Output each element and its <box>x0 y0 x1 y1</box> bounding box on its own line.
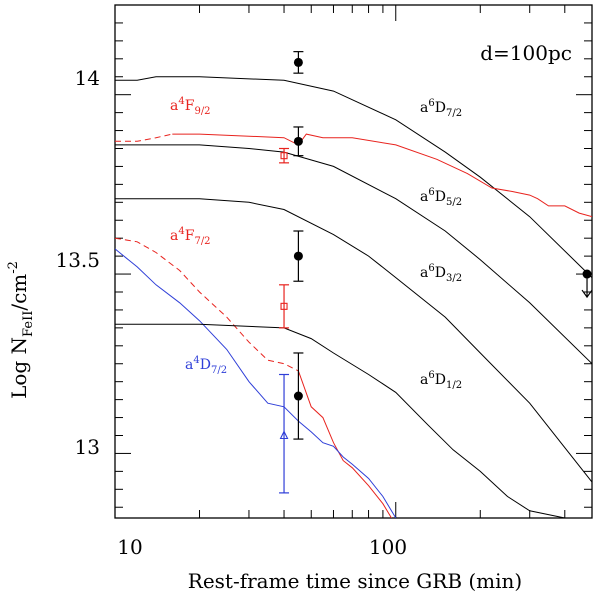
series-line-a4F7-2-solid <box>297 370 393 518</box>
observation-point-6 <box>279 373 290 494</box>
series-line-a4D7-2 <box>115 248 397 518</box>
x-tick-label-100: 100 <box>369 535 407 559</box>
series-line-a4F7-2 <box>115 237 299 372</box>
observation-point-1 <box>293 126 304 157</box>
label-a6D7-2: a6D7/2 <box>420 98 462 119</box>
marker-filled-circle <box>293 251 303 261</box>
y-axis-title-sup: -2 <box>6 261 21 274</box>
label-a4F7-2: a4F7/2 <box>170 226 211 247</box>
marker-open-triangle <box>279 430 289 440</box>
label-a6D1-2: a6D1/2 <box>420 370 462 391</box>
x-axis-title: Rest-frame time since GRB (min) <box>188 569 522 593</box>
observation-point-5 <box>279 284 290 329</box>
series-layer <box>115 76 592 518</box>
series-line-a6D3-2 <box>115 198 592 483</box>
marker-filled-circle <box>293 57 303 67</box>
marker-open-square <box>280 302 288 310</box>
distance-annotation: d=100pc <box>480 41 572 65</box>
observation-point-3 <box>293 352 304 440</box>
y-axis-title: Log NFeII/cm-2 <box>6 261 36 399</box>
observations-layer <box>279 51 593 494</box>
series-line-a6D7-2 <box>115 76 592 278</box>
y-axis-title-main: Log N <box>7 337 31 399</box>
upper-limit-arrow <box>581 289 593 299</box>
plot-frame <box>114 4 593 519</box>
series-line-a4F9-2 <box>172 133 592 218</box>
marker-open-square <box>280 152 288 160</box>
y-axis-title-unit: /cm <box>7 274 31 311</box>
series-line-a6D5-2 <box>115 144 592 365</box>
series-line-a6D1-2 <box>115 323 569 518</box>
plot-border <box>114 4 593 519</box>
observation-point-7 <box>581 269 593 299</box>
observation-point-2 <box>293 230 304 282</box>
y-axis-title-sub: FeII <box>21 311 36 337</box>
series-line-a4F9-2-dashed <box>115 133 173 142</box>
label-a4D7-2: a4D7/2 <box>185 355 227 376</box>
label-a4F9-2: a4F9/2 <box>170 96 211 117</box>
axis-ticks <box>114 4 593 518</box>
y-tick-label-14: 14 <box>75 66 100 90</box>
observation-point-0 <box>293 51 304 74</box>
observation-point-4 <box>279 147 290 164</box>
label-a6D3-2: a6D3/2 <box>420 263 462 284</box>
y-tick-label-13-5: 13.5 <box>55 248 100 272</box>
label-a6D5-2: a6D5/2 <box>420 187 462 208</box>
marker-filled-circle <box>293 391 303 401</box>
y-tick-label-13: 13 <box>75 435 100 459</box>
curve-labels: a6D7/2 a4F9/2 a6D5/2 a6D3/2 a4F7/2 a4D7/… <box>170 96 462 391</box>
x-tick-label-10: 10 <box>117 535 142 559</box>
marker-filled-circle <box>293 136 303 146</box>
